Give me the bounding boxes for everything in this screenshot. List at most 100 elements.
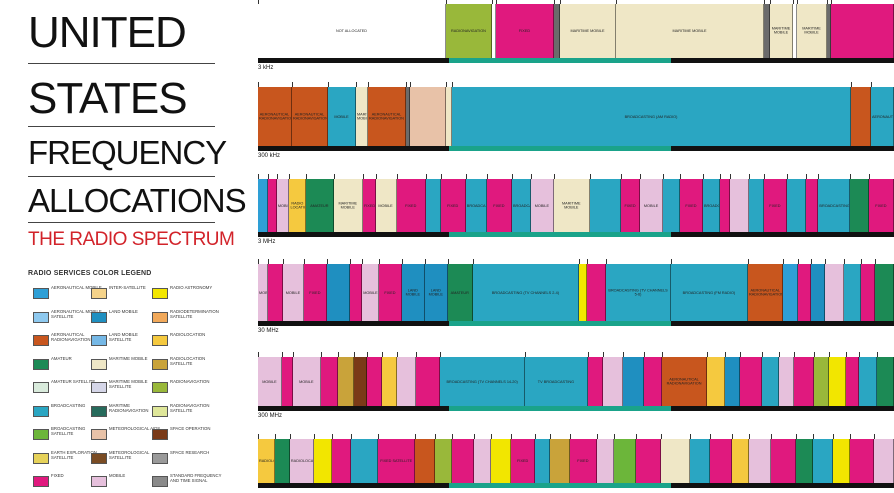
band-tick bbox=[859, 352, 860, 357]
allocation-cell: MOBILE bbox=[292, 357, 321, 406]
allocation-cell bbox=[349, 264, 363, 321]
allocation-cell: BROADCASTING (TV CHANNELS 14-20) bbox=[440, 357, 525, 406]
legend-swatch bbox=[33, 311, 49, 323]
band-tick bbox=[381, 352, 383, 357]
allocation-cell bbox=[331, 439, 352, 483]
allocation-cell: LAND MOBILE bbox=[424, 264, 448, 321]
allocation-cell: TV BROADCASTING bbox=[524, 357, 588, 406]
allocation-label: BROADCASTING (FM RADIO) bbox=[682, 290, 736, 295]
legend-swatch bbox=[91, 476, 107, 487]
allocation-label: FIXED bbox=[309, 290, 321, 295]
band-tick bbox=[553, 174, 555, 179]
band-tick bbox=[375, 174, 377, 179]
allocation-label: Mobile bbox=[643, 203, 659, 208]
legend-item: BROADCASTING bbox=[33, 403, 95, 423]
allocation-label: MOBILE bbox=[277, 203, 289, 208]
legend-item: AERONAUTICAL MOBILE bbox=[33, 285, 102, 305]
band-baseline-accent bbox=[448, 232, 672, 237]
legend-swatch bbox=[33, 335, 49, 346]
allocation-cell bbox=[690, 439, 710, 483]
allocation-cell: RADIO LOCATION bbox=[289, 179, 307, 232]
band-tick bbox=[524, 352, 526, 357]
band-tick bbox=[349, 259, 351, 264]
allocation-cell: MARITIME MOBILE bbox=[616, 4, 764, 58]
allocation-cell: MOBILE bbox=[328, 87, 356, 146]
allocation-label: MARITIME MOBILE bbox=[357, 112, 367, 121]
band-tick bbox=[622, 352, 624, 357]
band-tick bbox=[425, 174, 427, 179]
band-tick bbox=[761, 352, 763, 357]
allocation-cell bbox=[795, 439, 813, 483]
title-rule bbox=[28, 63, 215, 64]
band-tick bbox=[739, 352, 741, 357]
band-tick bbox=[396, 352, 398, 357]
allocation-label: FIXED bbox=[518, 28, 531, 33]
allocation-cell bbox=[851, 87, 871, 146]
allocation-cell bbox=[707, 357, 725, 406]
legend-item: SPACE OPERATION bbox=[152, 426, 214, 446]
allocation-label: AERONAUTICAL bbox=[872, 114, 894, 119]
allocation-label: AMATEUR bbox=[310, 203, 329, 208]
allocation-cell: FIXED bbox=[868, 179, 894, 232]
allocation-cell: BROADCASTING (AM RADIO) bbox=[452, 87, 851, 146]
band-tick bbox=[416, 352, 417, 357]
band-tick bbox=[825, 259, 826, 264]
band-tick bbox=[724, 352, 726, 357]
allocation-cell: AERONAUTICAL RADIONAVIGATION bbox=[292, 87, 328, 146]
band-tick bbox=[362, 174, 364, 179]
band-tick bbox=[378, 259, 380, 264]
allocation-cell bbox=[859, 357, 877, 406]
band-tick bbox=[289, 174, 290, 179]
band-tick bbox=[679, 174, 681, 179]
legend-swatch bbox=[91, 358, 107, 370]
allocation-cell bbox=[843, 264, 861, 321]
spectrum-band: MOBILE MOBILE FIXED MOBILE FIXED LAND MOBILE L… bbox=[258, 255, 894, 327]
allocation-cell: AMATEUR bbox=[306, 179, 334, 232]
band-tick bbox=[846, 352, 847, 357]
subtitle: THE RADIO SPECTRUM bbox=[28, 229, 235, 250]
legend-label: AERONAUTICAL RADIONAVIGATION bbox=[51, 332, 91, 342]
allocation-cell: BROADCASTING bbox=[465, 179, 487, 232]
allocation-cell bbox=[314, 439, 332, 483]
allocation-cell bbox=[793, 4, 797, 58]
allocation-label: FIXED bbox=[493, 203, 505, 208]
allocation-cell: FIXED bbox=[763, 179, 787, 232]
allocation-cell bbox=[825, 264, 844, 321]
legend-item: MARITIME MOBILE SATELLITE bbox=[91, 379, 153, 399]
band-tick bbox=[258, 0, 259, 4]
band-tick bbox=[338, 352, 339, 357]
band-tick bbox=[778, 352, 780, 357]
band-tick bbox=[258, 259, 259, 264]
allocation-cell bbox=[663, 179, 680, 232]
legend-item: LAND MOBILE bbox=[91, 309, 153, 329]
allocation-cell: MARITIME MOBILE bbox=[560, 4, 616, 58]
spectrum-band: MOBILE MOBILE BROADCASTING (TV CHANNELS 14… bbox=[258, 348, 894, 412]
legend-label: AERONAUTICAL MOBILE bbox=[51, 285, 102, 290]
legend-label: MARITIME MOBILE SATELLITE bbox=[109, 379, 148, 389]
band-tick bbox=[306, 174, 307, 179]
allocation-cell: FIXED bbox=[440, 179, 466, 232]
allocation-label: FIXED bbox=[875, 203, 887, 208]
band-tick bbox=[440, 352, 441, 357]
band-tick bbox=[486, 174, 488, 179]
allocation-cell bbox=[749, 179, 764, 232]
allocation-cell bbox=[827, 4, 831, 58]
allocation-cell bbox=[805, 179, 819, 232]
allocation-cell: Mobile bbox=[530, 179, 554, 232]
allocation-cell: AERONAUTICAL RADIONAVIGATION bbox=[258, 87, 292, 146]
legend-swatch bbox=[152, 358, 168, 370]
band-tick bbox=[851, 82, 852, 87]
allocation-cell bbox=[875, 264, 894, 321]
band-tick bbox=[587, 352, 589, 357]
band-tick bbox=[795, 434, 797, 439]
band-tick bbox=[849, 174, 851, 179]
band-baseline-accent bbox=[448, 321, 672, 326]
allocation-cell bbox=[474, 439, 492, 483]
legend-swatch bbox=[152, 335, 168, 346]
allocation-cell bbox=[860, 264, 876, 321]
band-tick bbox=[554, 0, 555, 4]
legend-label: RADIOLOCATION SATELLITE bbox=[170, 355, 206, 366]
allocation-cell bbox=[832, 439, 850, 483]
legend-item: RADIODETERMINATION SATELLITE bbox=[152, 309, 219, 329]
allocation-cell: MARITIME MOBILE bbox=[770, 4, 793, 58]
